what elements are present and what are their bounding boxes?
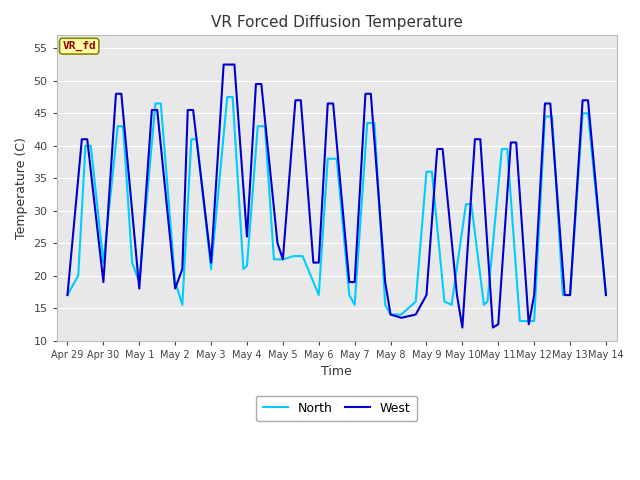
Line: North: North [67, 97, 606, 321]
Text: VR_fd: VR_fd [62, 41, 96, 51]
West [279, 256, 287, 262]
North [371, 120, 378, 126]
North [480, 302, 488, 308]
North [516, 318, 524, 324]
North [63, 292, 71, 298]
North [397, 312, 405, 317]
West [433, 146, 441, 152]
West [78, 136, 86, 142]
North [422, 169, 430, 175]
Title: VR Forced Diffusion Temperature: VR Forced Diffusion Temperature [211, 15, 463, 30]
Line: West: West [67, 64, 606, 327]
Y-axis label: Temperature (C): Temperature (C) [15, 137, 28, 239]
North [223, 94, 231, 100]
X-axis label: Time: Time [321, 365, 352, 378]
West [495, 322, 502, 327]
West [602, 292, 610, 298]
North [602, 292, 610, 298]
West [412, 312, 420, 317]
North [74, 273, 82, 278]
West [63, 292, 71, 298]
North [261, 123, 269, 129]
West [458, 324, 466, 330]
West [381, 279, 389, 285]
West [220, 61, 227, 67]
Legend: North, West: North, West [257, 396, 417, 421]
